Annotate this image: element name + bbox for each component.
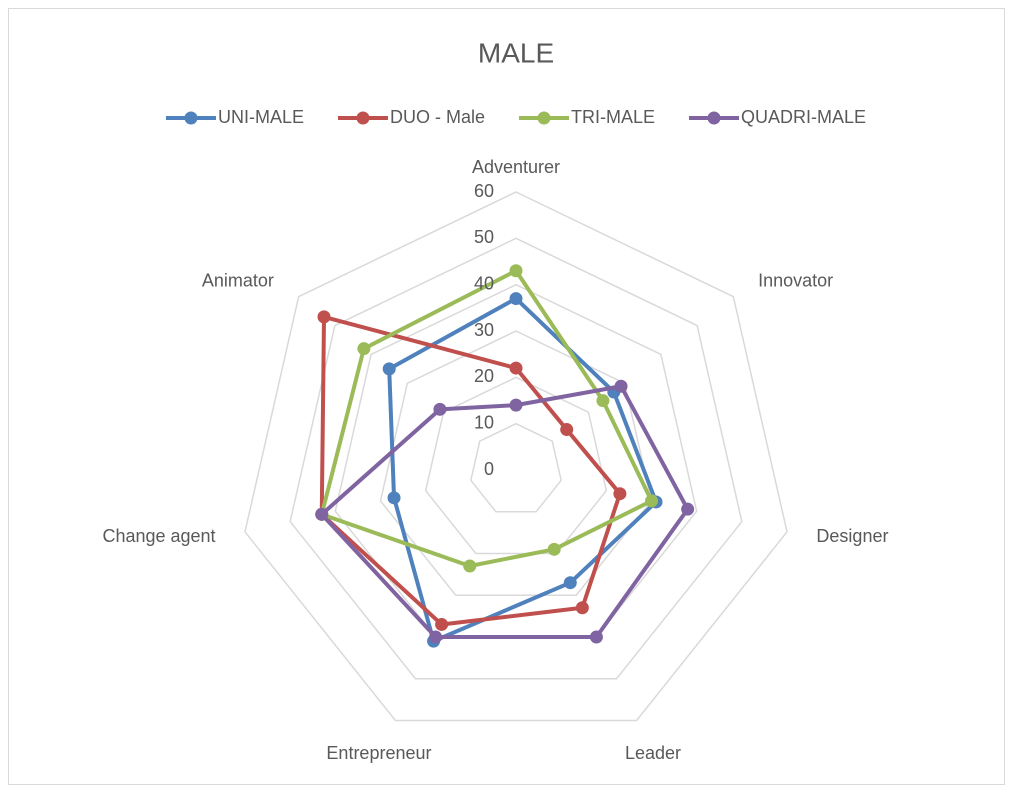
series-line <box>319 268 654 569</box>
data-point <box>563 576 577 590</box>
series-line <box>319 384 690 639</box>
legend-label: UNI-MALE <box>218 107 304 127</box>
category-label: Designer <box>816 526 888 546</box>
legend-label: QUADRI-MALE <box>741 107 866 127</box>
data-point <box>463 559 477 573</box>
legend-marker <box>356 111 370 125</box>
y-tick-label: 20 <box>474 366 494 386</box>
series-line <box>387 296 659 644</box>
data-point <box>509 361 523 375</box>
data-point <box>387 491 401 505</box>
category-label: Adventurer <box>472 157 560 177</box>
data-point <box>509 292 523 306</box>
y-tick-label: 60 <box>474 181 494 201</box>
category-label: Innovator <box>758 270 833 290</box>
data-point <box>317 310 331 324</box>
category-label: Leader <box>625 743 681 763</box>
data-point <box>547 542 561 556</box>
chart-border <box>8 8 1005 785</box>
data-point <box>681 502 695 516</box>
legend-label: TRI-MALE <box>571 107 655 127</box>
data-point <box>357 342 371 356</box>
data-point <box>509 398 523 412</box>
data-point <box>645 494 659 508</box>
legend-marker <box>707 111 721 125</box>
legend: UNI-MALE DUO - Male TRI-MALE QUADRI-MALE <box>165 107 866 127</box>
data-point <box>613 487 627 501</box>
y-tick-label: 50 <box>474 227 494 247</box>
y-tick-label: 0 <box>484 459 494 479</box>
data-point <box>614 379 628 393</box>
data-point <box>589 630 603 644</box>
grid-line <box>470 422 562 513</box>
legend-marker <box>184 111 198 125</box>
data-point <box>315 507 329 521</box>
data-point <box>382 362 396 376</box>
y-tick-label: 30 <box>474 320 494 340</box>
data-point <box>509 264 523 278</box>
data-point <box>596 394 610 408</box>
y-tick-label: 40 <box>474 273 494 293</box>
data-point <box>435 617 449 631</box>
chart-title: MALE <box>478 37 554 68</box>
category-label: Animator <box>202 270 274 290</box>
grid-line <box>244 191 788 722</box>
grid-line <box>289 237 743 680</box>
series-line <box>319 314 622 627</box>
data-point <box>429 630 443 644</box>
data-point <box>575 601 589 615</box>
y-tick-label: 10 <box>474 412 494 432</box>
category-label: Entrepreneur <box>326 743 431 763</box>
legend-label: DUO - Male <box>390 107 485 127</box>
grid-line <box>424 376 608 555</box>
category-label: Change agent <box>102 526 215 546</box>
data-point <box>560 423 574 437</box>
legend-marker <box>537 111 551 125</box>
data-point <box>433 402 447 416</box>
